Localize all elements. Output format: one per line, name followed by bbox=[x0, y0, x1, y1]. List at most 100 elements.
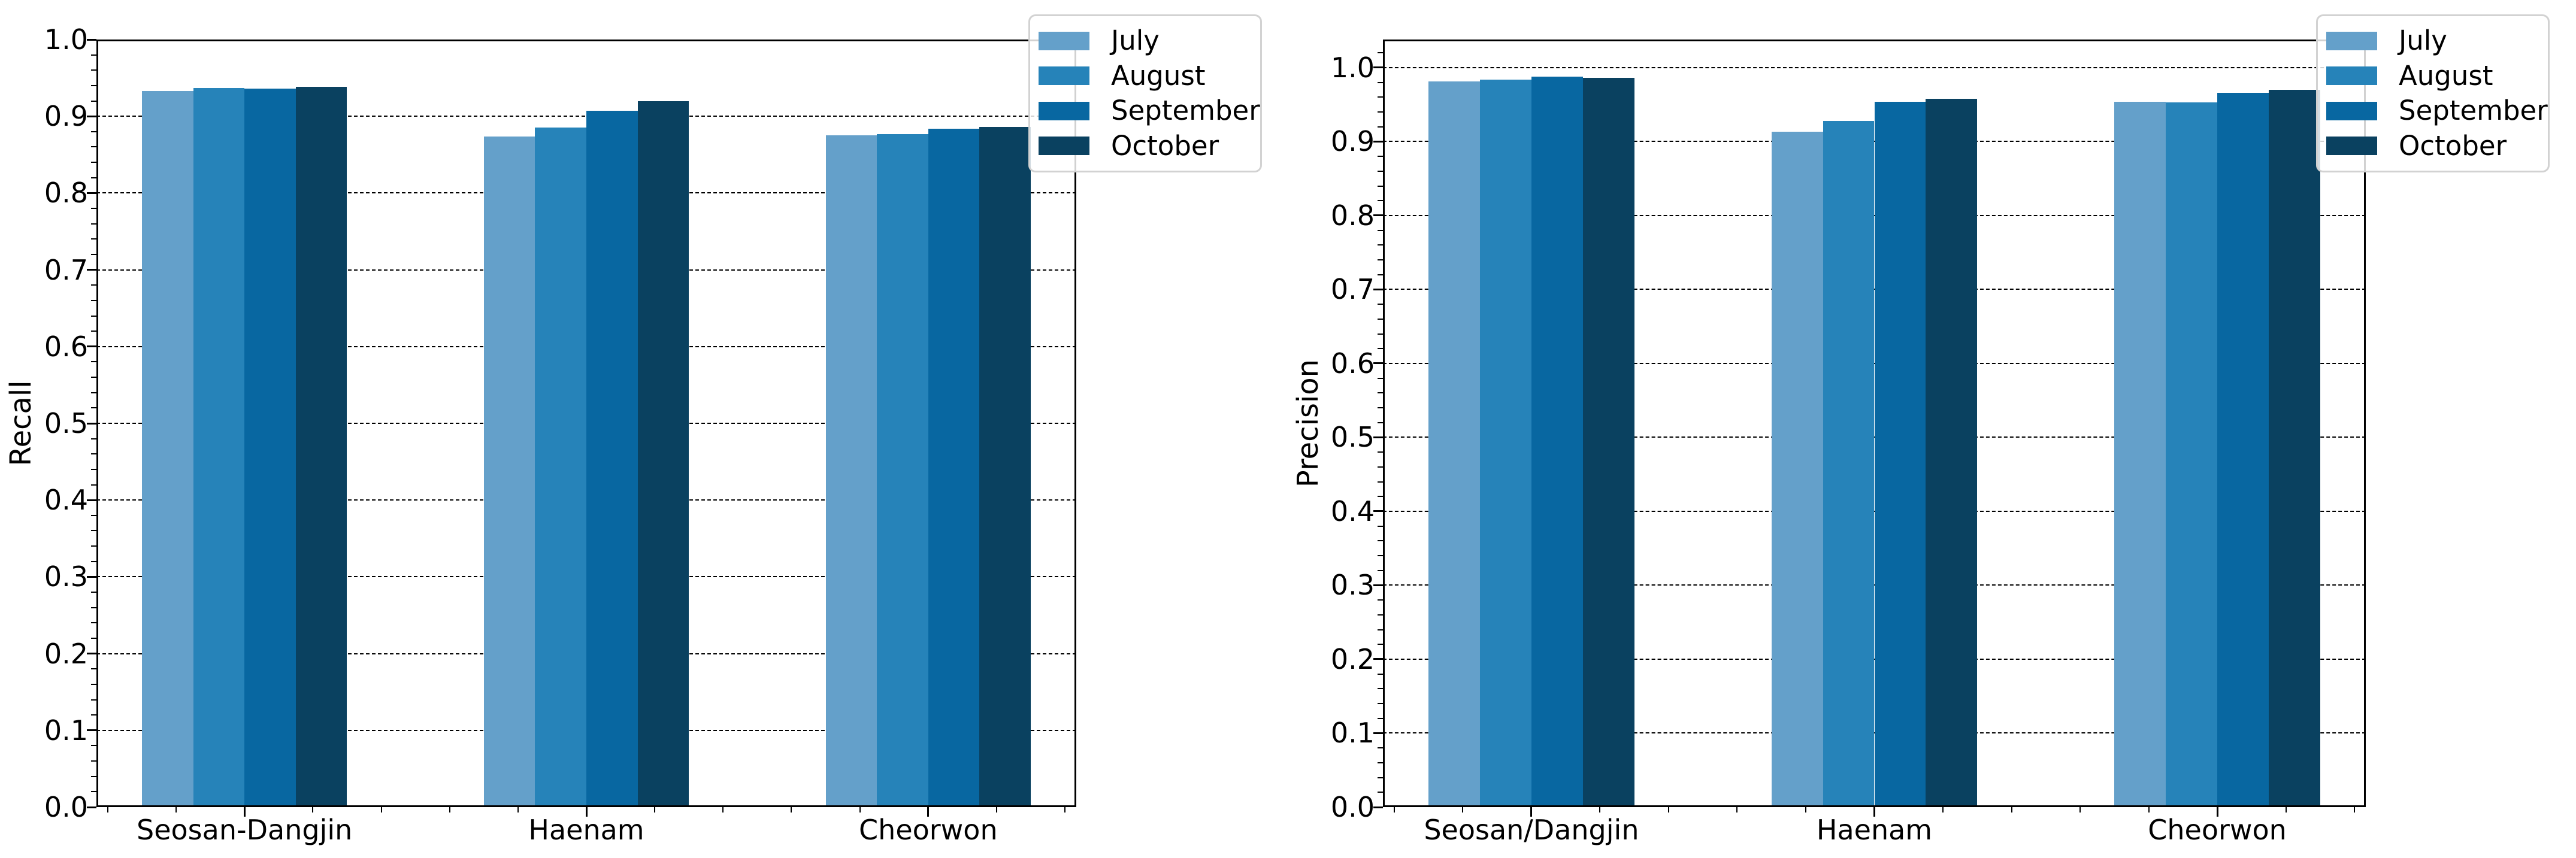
y-minor-tick bbox=[91, 791, 96, 793]
bar-september-2 bbox=[928, 128, 980, 807]
y-minor-tick bbox=[91, 560, 96, 562]
legend-label: August bbox=[2399, 59, 2493, 92]
y-tick-label: 0.9 bbox=[1330, 125, 1375, 158]
x-minor-tick bbox=[2011, 807, 2012, 812]
y-tick bbox=[87, 192, 96, 194]
y-tick bbox=[1373, 288, 1383, 290]
x-category-label: Haenam bbox=[1816, 814, 1933, 846]
bar-october-2 bbox=[979, 127, 1031, 807]
y-minor-tick bbox=[1378, 629, 1383, 630]
bar-july-1 bbox=[483, 136, 535, 807]
y-tick-label: 0.0 bbox=[1330, 791, 1375, 823]
x-minor-tick bbox=[859, 807, 861, 812]
legend-item-october: October bbox=[2318, 131, 2548, 160]
y-tick bbox=[87, 575, 96, 578]
y-tick-label: 0.1 bbox=[1330, 717, 1375, 750]
y-tick-label: 0.6 bbox=[44, 330, 88, 363]
y-minor-tick bbox=[1378, 451, 1383, 453]
y-minor-tick bbox=[91, 100, 96, 102]
legend-swatch-icon bbox=[1039, 31, 1089, 50]
y-minor-tick bbox=[1378, 244, 1383, 246]
x-minor-tick bbox=[175, 807, 177, 812]
x-minor-tick bbox=[1599, 807, 1601, 812]
bar-october-2 bbox=[2268, 89, 2320, 807]
y-minor-tick bbox=[1378, 777, 1383, 778]
legend-swatch-icon bbox=[2326, 66, 2377, 86]
y-minor-tick bbox=[1378, 274, 1383, 275]
bar-july-0 bbox=[141, 90, 193, 807]
y-minor-tick bbox=[91, 530, 96, 532]
y-tick bbox=[87, 499, 96, 501]
y-minor-tick bbox=[1378, 762, 1383, 763]
y-minor-tick bbox=[91, 253, 96, 255]
y-tick-label: 0.4 bbox=[44, 484, 88, 517]
x-minor-tick bbox=[517, 807, 519, 812]
y-tick bbox=[1373, 140, 1383, 143]
x-tick bbox=[2216, 807, 2218, 817]
y-minor-tick bbox=[1378, 644, 1383, 645]
legend-item-september: September bbox=[2318, 96, 2548, 125]
y-minor-tick bbox=[1378, 688, 1383, 690]
legend-item-october: October bbox=[1030, 129, 1260, 162]
y-minor-tick bbox=[91, 177, 96, 178]
y-tick-label: 0.5 bbox=[44, 407, 88, 439]
y-minor-tick bbox=[1378, 96, 1383, 98]
y-minor-tick bbox=[91, 622, 96, 624]
y-minor-tick bbox=[1378, 111, 1383, 113]
x-minor-tick bbox=[791, 807, 792, 812]
x-minor-tick bbox=[2079, 807, 2081, 812]
bar-october-0 bbox=[295, 87, 347, 807]
y-minor-tick bbox=[91, 162, 96, 163]
y-minor-tick bbox=[1378, 673, 1383, 675]
x-minor-tick bbox=[1667, 807, 1669, 812]
legend-swatch-icon bbox=[1039, 66, 1089, 86]
bar-september-1 bbox=[586, 111, 638, 807]
y-minor-tick bbox=[1378, 747, 1383, 749]
legend-label: July bbox=[1111, 25, 1160, 57]
y-minor-tick bbox=[91, 484, 96, 486]
y-tick-label: 0.0 bbox=[44, 791, 88, 823]
y-minor-tick bbox=[91, 299, 96, 301]
bar-august-1 bbox=[535, 128, 586, 807]
y-minor-tick bbox=[91, 760, 96, 762]
y-minor-tick bbox=[1378, 229, 1383, 231]
legend-label: September bbox=[2399, 95, 2548, 127]
legend: July August September October bbox=[2316, 14, 2550, 172]
y-tick bbox=[1373, 510, 1383, 513]
y-tick bbox=[1373, 436, 1383, 438]
y-minor-tick bbox=[91, 131, 96, 132]
legend-label: October bbox=[1111, 129, 1219, 162]
y-minor-tick bbox=[91, 84, 96, 86]
y-minor-tick bbox=[1378, 540, 1383, 542]
bar-september-0 bbox=[1531, 76, 1583, 807]
y-tick bbox=[87, 115, 96, 117]
y-tick-label: 0.7 bbox=[44, 253, 88, 286]
bar-july-0 bbox=[1428, 81, 1481, 807]
y-tick bbox=[87, 269, 96, 271]
y-minor-tick bbox=[1378, 407, 1383, 409]
x-minor-tick bbox=[1064, 807, 1066, 812]
y-tick bbox=[1373, 66, 1383, 69]
y-tick bbox=[1373, 658, 1383, 660]
y-tick-label: 0.2 bbox=[44, 637, 88, 670]
y-minor-tick bbox=[1378, 259, 1383, 261]
y-minor-tick bbox=[91, 775, 96, 777]
y-tick bbox=[87, 345, 96, 348]
legend-item-august: August bbox=[2318, 59, 2548, 92]
y-minor-tick bbox=[91, 331, 96, 332]
y-tick-label: 0.3 bbox=[1330, 569, 1375, 602]
x-category-label: Haenam bbox=[528, 814, 644, 846]
bar-september-0 bbox=[244, 89, 296, 807]
x-minor-tick bbox=[722, 807, 724, 812]
y-tick-label: 0.8 bbox=[44, 177, 88, 210]
y-minor-tick bbox=[91, 377, 96, 378]
y-minor-tick bbox=[1378, 792, 1383, 793]
y-tick bbox=[1373, 732, 1383, 734]
bar-july-2 bbox=[2114, 101, 2166, 807]
y-gridline bbox=[1383, 66, 2366, 68]
y-minor-tick bbox=[91, 699, 96, 701]
x-minor-tick bbox=[312, 807, 314, 812]
y-minor-tick bbox=[91, 592, 96, 593]
y-minor-tick bbox=[91, 714, 96, 716]
